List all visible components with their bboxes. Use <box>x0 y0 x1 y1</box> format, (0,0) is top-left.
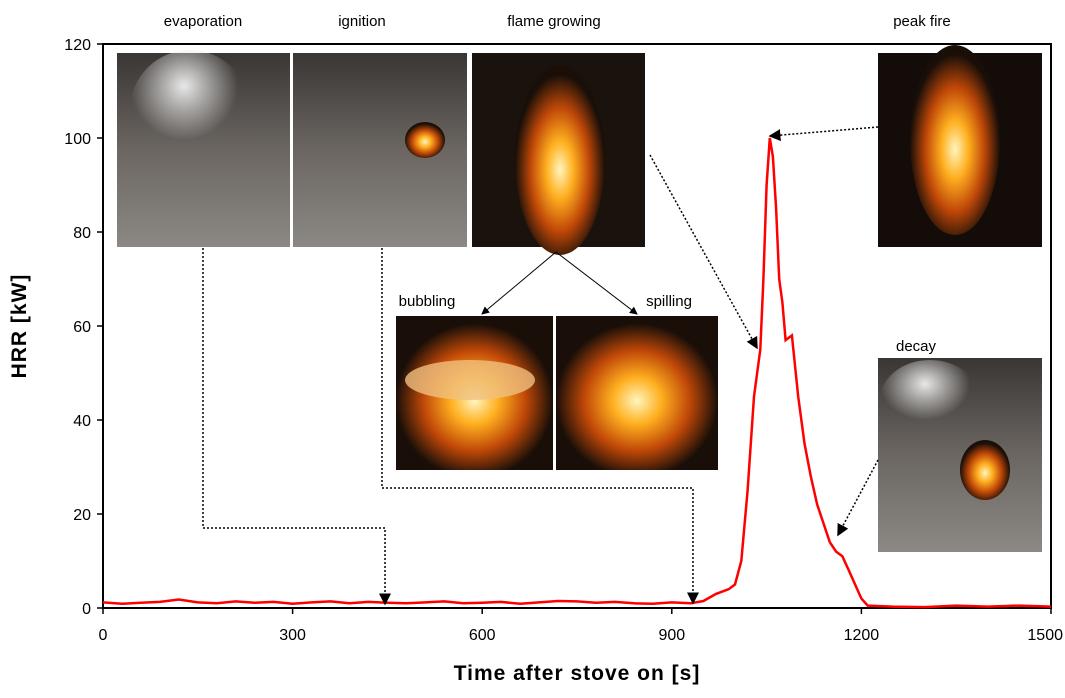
x-axis-title: Time after stove on [s] <box>454 662 701 685</box>
x-tick-label: 300 <box>279 627 306 644</box>
y-tick-label: 0 <box>82 601 91 618</box>
y-axis-title: HRR [kW] <box>8 274 31 379</box>
y-tick-label: 120 <box>64 37 91 54</box>
connectors <box>202 126 879 606</box>
annotation: bubbling <box>399 293 456 310</box>
annotation: spilling <box>646 293 692 310</box>
x-tick-label: 900 <box>658 627 685 644</box>
annotation: flame growing <box>507 13 600 30</box>
y-tick-label: 100 <box>64 131 91 148</box>
annotation: decay <box>896 338 937 355</box>
y-tick-label: 20 <box>73 507 91 524</box>
annotation: evaporation <box>164 13 242 30</box>
x-tick-label: 1200 <box>844 627 880 644</box>
hrr-line <box>102 137 1052 609</box>
x-tick-label: 600 <box>469 627 496 644</box>
y-tick-label: 40 <box>73 413 91 430</box>
x-tick-label: 1500 <box>1027 627 1063 644</box>
y-tick-label: 80 <box>73 225 91 242</box>
y-tick-label: 60 <box>73 319 91 336</box>
photos <box>117 45 1042 552</box>
annotation: peak fire <box>893 13 951 30</box>
annotation: ignition <box>338 13 386 30</box>
x-tick-label: 0 <box>99 627 108 644</box>
